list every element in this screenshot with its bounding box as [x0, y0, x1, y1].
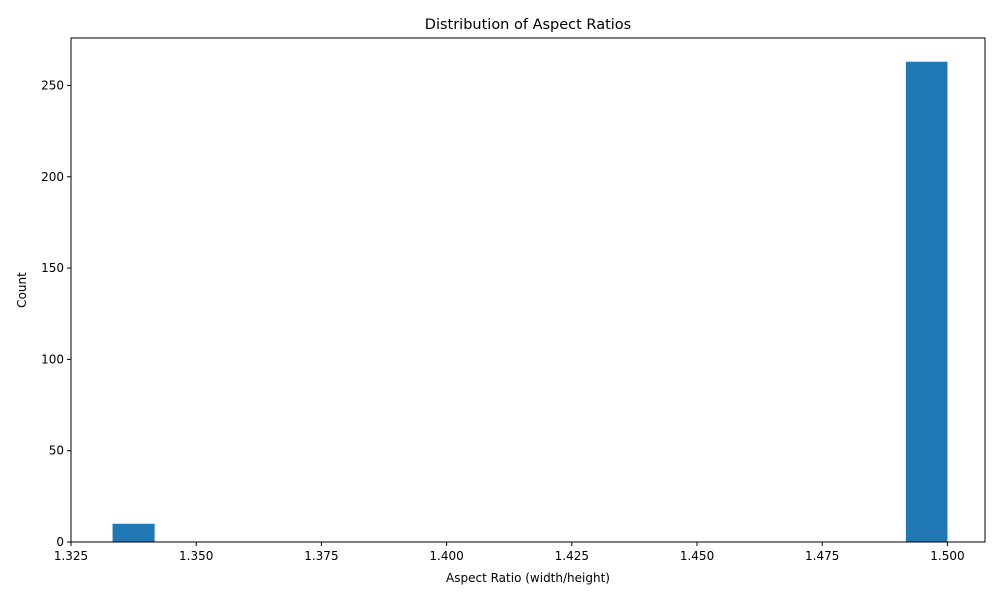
y-tick-label: 0 [56, 535, 64, 549]
plot-frame [70, 37, 986, 543]
y-tick-label: 100 [41, 352, 64, 366]
histogram-bar [112, 523, 155, 542]
y-tick-label: 50 [49, 444, 64, 458]
y-tick-label: 250 [41, 78, 64, 92]
histogram-bar [905, 61, 948, 542]
y-axis-label: Count [15, 272, 29, 308]
x-tick-label: 1.350 [179, 549, 213, 563]
x-tick-label: 1.375 [304, 549, 338, 563]
x-tick-label: 1.400 [429, 549, 463, 563]
y-tick-label: 200 [41, 170, 64, 184]
x-tick-label: 1.450 [680, 549, 714, 563]
bars-group [112, 61, 948, 542]
y-axis-ticks: 0 50 100 150 200 250 [41, 78, 71, 549]
chart-title: Distribution of Aspect Ratios [425, 17, 631, 33]
x-tick-label: 1.425 [555, 549, 589, 563]
x-tick-label: 1.325 [54, 549, 88, 563]
x-tick-label: 1.475 [805, 549, 839, 563]
x-axis-label: Aspect Ratio (width/height) [446, 571, 610, 585]
x-axis-ticks: 1.325 1.350 1.375 1.400 1.425 1.450 1.475 1.500 [54, 542, 965, 563]
y-tick-label: 150 [41, 261, 64, 275]
x-tick-label: 1.500 [930, 549, 964, 563]
